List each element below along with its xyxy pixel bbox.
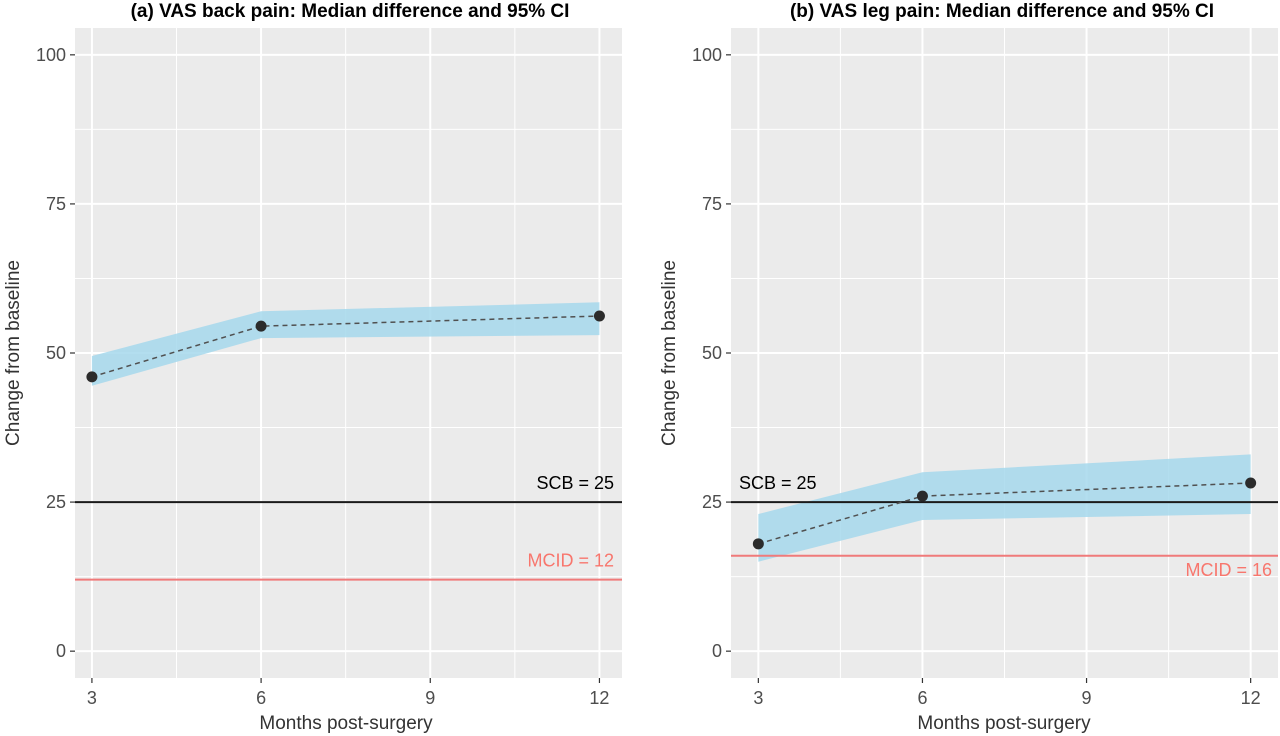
a-reference-label-0: SCB = 25 — [536, 473, 614, 493]
b-reference-label-0: SCB = 25 — [739, 473, 817, 493]
panel-b-x-axis: 3 6 9 12 — [753, 678, 1261, 708]
b-median-line — [758, 482, 1251, 545]
a-x-tick-label: 3 — [87, 688, 97, 708]
b-y-tick-label: 25 — [702, 492, 722, 512]
panel-a-series — [86, 310, 605, 383]
panel-b-ci-band — [758, 454, 1251, 562]
a-x-tick-label: 6 — [256, 688, 266, 708]
panel-a-reference-lines: SCB = 25 MCID = 12 — [75, 473, 622, 581]
b-x-tick-label: 6 — [917, 688, 927, 708]
a-y-tick-label: 25 — [46, 492, 66, 512]
panel-a-y-axis-label: Change from baseline — [3, 260, 24, 446]
panel-a-x-axis-label: Months post-surgery — [259, 713, 433, 734]
a-y-tick-label: 100 — [36, 45, 66, 65]
a-reference-label-1: MCID = 12 — [527, 551, 614, 571]
panel-a-y-axis: 0 25 50 75 100 — [36, 45, 75, 661]
a-y-tick-label: 0 — [56, 641, 66, 661]
panel-b-grid — [731, 28, 1278, 678]
panel-a-grid — [75, 28, 622, 678]
b-y-tick-label: 50 — [702, 343, 722, 363]
a-data-point — [593, 310, 605, 322]
b-y-tick-label: 75 — [702, 194, 722, 214]
b-data-point — [752, 538, 764, 550]
b-data-point — [1245, 477, 1257, 489]
a-data-point — [255, 320, 267, 332]
b-x-tick-label: 3 — [753, 688, 763, 708]
panel-b-title: (b) VAS leg pain: Median difference and … — [790, 1, 1214, 22]
a-x-tick-label: 12 — [589, 688, 609, 708]
panel-b: (b) VAS leg pain: Median difference and … — [659, 1, 1278, 734]
b-x-tick-label: 9 — [1082, 688, 1092, 708]
panel-a: (a) VAS back pain: Median difference and… — [3, 1, 622, 734]
b-x-tick-label: 12 — [1241, 688, 1261, 708]
panel-b-y-axis: 0 25 50 75 100 — [692, 45, 731, 661]
panel-a-x-axis: 3 6 9 12 — [87, 678, 609, 708]
a-data-point — [86, 371, 98, 383]
a-confidence-band — [91, 302, 600, 386]
a-x-tick-label: 9 — [425, 688, 435, 708]
panel-b-reference-lines: SCB = 25 MCID = 16 — [731, 473, 1278, 580]
panel-b-x-axis-label: Months post-surgery — [917, 713, 1091, 734]
panel-a-title: (a) VAS back pain: Median difference and… — [131, 1, 570, 22]
b-y-tick-label: 0 — [712, 641, 722, 661]
b-confidence-band — [758, 454, 1251, 562]
a-y-tick-label: 75 — [46, 194, 66, 214]
panel-a-ci-band — [91, 302, 600, 386]
panel-b-y-axis-label: Change from baseline — [659, 260, 680, 446]
a-median-line — [91, 315, 600, 378]
panel-b-series — [752, 477, 1257, 550]
a-y-tick-label: 50 — [46, 343, 66, 363]
b-reference-label-1: MCID = 16 — [1185, 560, 1272, 580]
b-data-point — [916, 490, 928, 502]
b-y-tick-label: 100 — [692, 45, 722, 65]
